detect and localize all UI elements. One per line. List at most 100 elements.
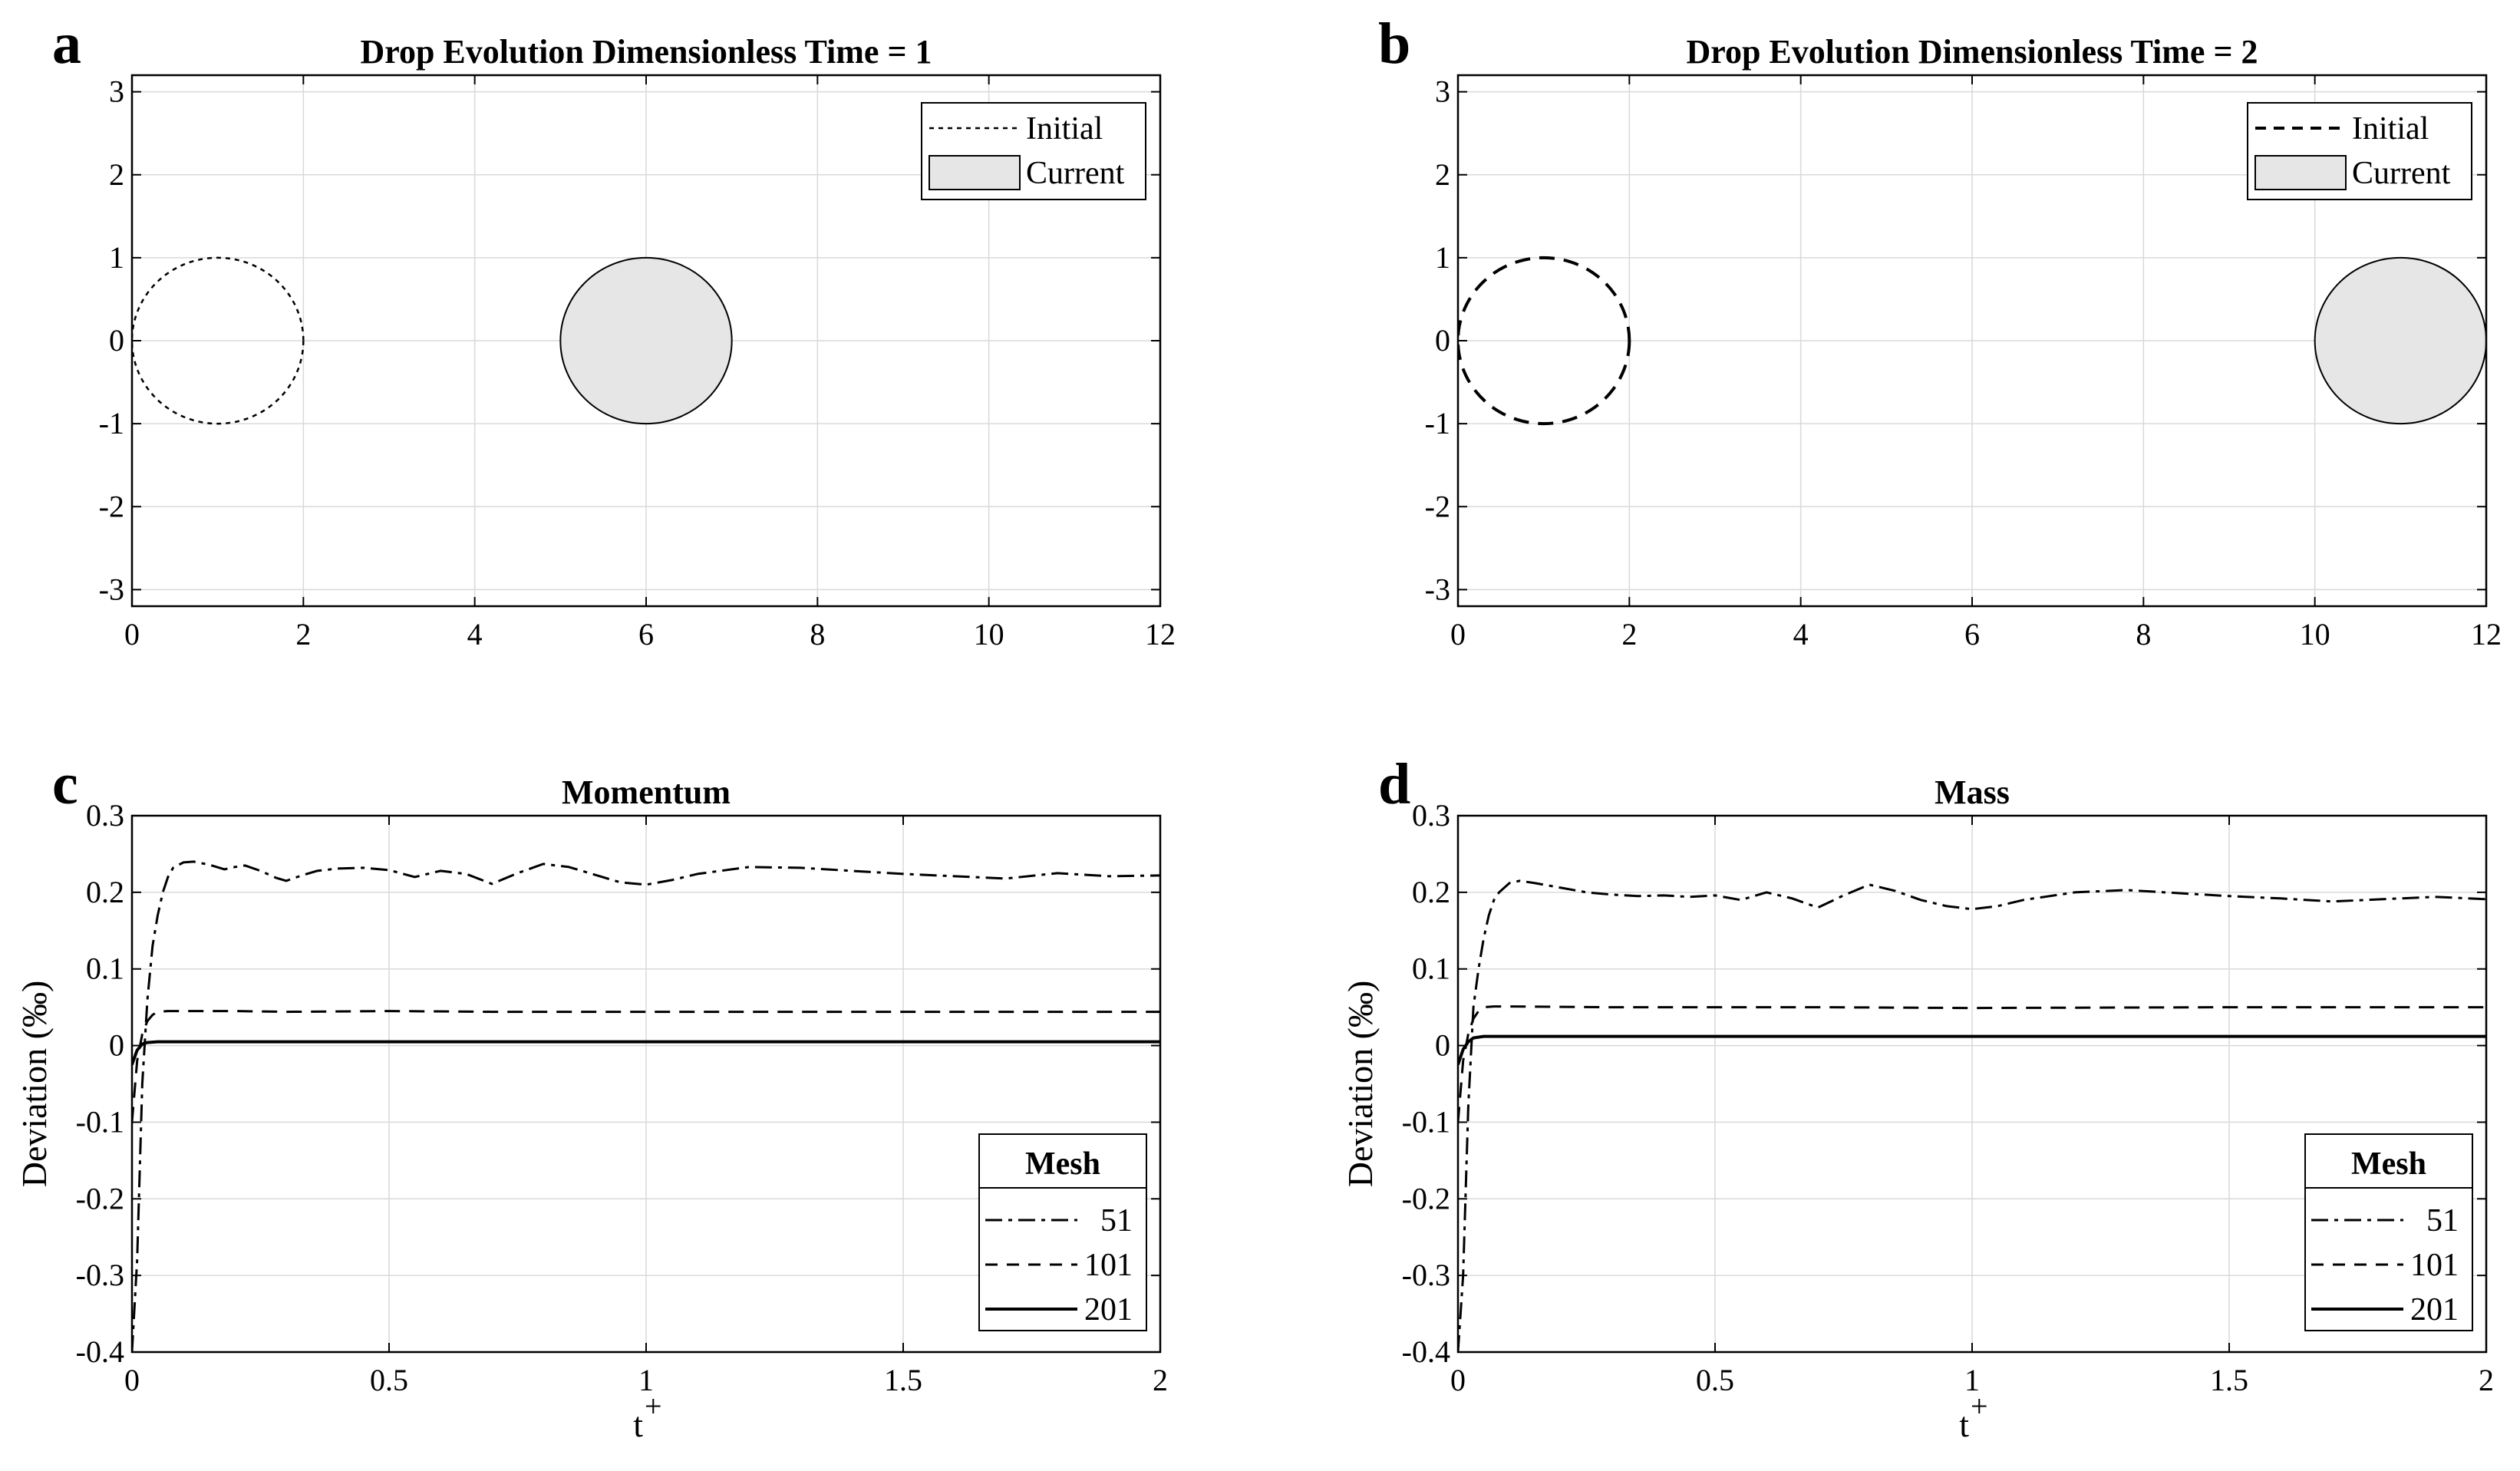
y-tick-label: -0.2 [76,1181,124,1215]
axes-box [1456,814,2488,1354]
y-tick-label: 0.1 [86,952,124,986]
x-tick-label: 6 [638,617,654,651]
series-line-51 [1458,879,2486,1352]
axes-box [130,814,1162,1354]
x-tick-label: 0 [124,1363,140,1397]
y-tick-label: 1 [109,240,124,275]
chart-title: Mass [1935,773,2010,811]
legend-label-current: Current [2352,156,2451,191]
x-tick-label: 0 [1450,617,1466,651]
x-tick-label: 1.5 [884,1363,922,1397]
legend-label-current: Current [1026,156,1125,191]
y-tick-label: -3 [1425,572,1450,606]
y-tick-label: 0.3 [86,798,124,833]
x-tick-label: 2 [1153,1363,1168,1397]
y-tick-label: -0.3 [1402,1258,1450,1292]
legend-box [2304,1133,2473,1331]
legend-label-51: 51 [1100,1203,1133,1238]
y-tick-label: -1 [1425,406,1450,440]
legend-label-51: 51 [2426,1203,2459,1238]
y-tick-label: 0 [1435,1028,1450,1063]
y-tick-label: -3 [99,572,124,606]
y-tick-label: -1 [99,406,124,440]
plot-area [1458,256,2486,426]
x-tick-label: 0 [124,617,140,651]
series-line-201 [1458,1034,2486,1066]
y-tick-label: 0.1 [1412,952,1450,986]
series-line-201 [132,1040,1160,1066]
plot-area [132,256,733,425]
y-tick-label: 3 [1435,74,1450,109]
y-tick-label: -0.1 [76,1104,124,1139]
legend-box [978,1133,1147,1331]
y-tick-label: -0.1 [1402,1104,1450,1139]
legend: Initial Current [921,102,1146,200]
y-tick-label: 0 [109,323,124,358]
legend-title: Mesh [2351,1146,2426,1182]
series-line-51 [132,860,1160,1352]
chart-title: Momentum [562,773,731,811]
y-tick-label: 1 [1435,240,1450,275]
x-tick-label: 10 [974,617,1004,651]
x-tick-label: 0.5 [370,1363,408,1397]
y-axis-label: Deviation (‰) [15,981,54,1188]
series-line-101 [132,1010,1160,1123]
x-axis-label-superscript: + [645,1389,662,1423]
x-tick-label: 6 [1964,617,1980,651]
y-tick-label: 0.2 [86,875,124,909]
legend-label-101: 101 [1084,1248,1133,1283]
legend-swatch-current [929,155,1021,190]
panel-letter: b [1378,12,1410,76]
x-axis-label: t [1959,1405,1969,1444]
y-tick-label: 0 [1435,323,1450,358]
panel-letter: d [1378,752,1410,816]
legend-swatch-current [2254,155,2347,190]
y-tick-label: 2 [109,157,124,192]
legend-title: Mesh [1025,1146,1100,1182]
x-axis-label: t [633,1405,643,1444]
y-tick-label: -0.3 [76,1258,124,1292]
y-tick-label: 3 [109,74,124,109]
y-tick-label: 0 [109,1028,124,1063]
y-axis-label: Deviation (‰) [1341,981,1380,1188]
legend-label-201: 201 [1084,1292,1133,1328]
axes-box [1456,74,2488,608]
x-tick-label: 8 [810,617,825,651]
y-tick-label: -2 [99,489,124,523]
y-tick-label: 0.3 [1412,798,1450,833]
x-tick-label: 10 [2300,617,2330,651]
x-tick-label: 0.5 [1696,1363,1734,1397]
axes-box [130,74,1162,608]
chart-title: Drop Evolution Dimensionless Time = 2 [1686,33,2258,71]
y-tick-label: 2 [1435,157,1450,192]
x-tick-label: 1 [638,1363,654,1397]
x-tick-label: 2 [1621,617,1637,651]
legend: Initial Current [2247,102,2472,200]
x-tick-label: 1.5 [2210,1363,2248,1397]
y-tick-label: 0.2 [1412,875,1450,909]
x-tick-label: 2 [295,617,311,651]
drop-current [559,256,733,425]
drop-initial [1458,256,1631,426]
y-tick-label: -2 [1425,489,1450,523]
plot-area [132,860,1160,1352]
drop-initial [132,256,305,425]
chart-title: Drop Evolution Dimensionless Time = 1 [360,33,932,71]
x-tick-label: 12 [1145,617,1176,651]
x-tick-label: 4 [1793,617,1809,651]
panel-letter: a [52,12,81,76]
panel-d: 0 0.5 1 1.5 2 -0.4 -0.3 -0.2 -0.1 0 0.1 0.2 0.3 Mass d… [1341,752,2494,1444]
legend-label-initial: Initial [2352,111,2429,147]
drop-current [2314,256,2486,425]
x-tick-label: 12 [2471,617,2502,651]
y-tick-label: -0.2 [1402,1181,1450,1215]
x-tick-label: 0 [1450,1363,1466,1397]
legend-label-initial: Initial [1026,111,1103,147]
x-axis-label-superscript: + [1971,1389,1988,1423]
plot-area [1458,879,2486,1352]
